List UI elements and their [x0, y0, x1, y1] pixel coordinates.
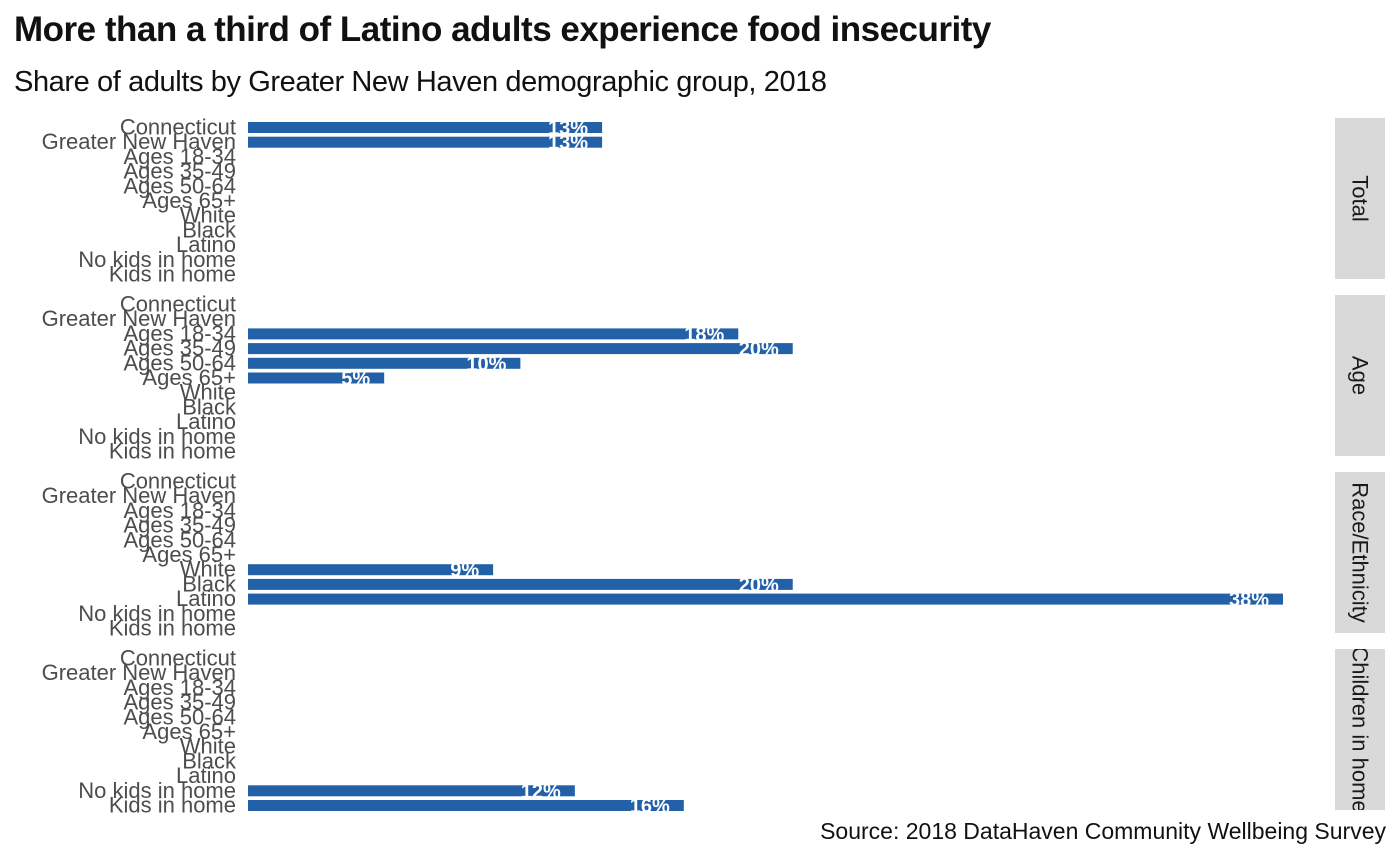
bar — [248, 343, 793, 355]
facet-strip-label: Age — [1348, 356, 1373, 395]
bar-value-label: 5% — [341, 368, 370, 390]
category-tick-label: Ages 50-64 — [123, 173, 236, 198]
category-tick-label: White — [180, 203, 236, 228]
facet-strip-label: Race/Ethnicity — [1348, 482, 1373, 623]
category-tick-label: Ages 50-64 — [123, 527, 236, 552]
category-tick-label: No kids in home — [78, 247, 236, 272]
facet-strip — [1335, 295, 1385, 456]
category-tick-label: Connecticut — [120, 115, 236, 140]
category-tick-label: Black — [182, 571, 237, 596]
bar — [248, 593, 1283, 605]
bar-value-label: 38% — [1229, 589, 1269, 611]
category-tick-label: Ages 65+ — [142, 719, 236, 744]
category-tick-label: Greater New Haven — [42, 306, 236, 331]
category-tick-label: Ages 35-49 — [123, 336, 236, 361]
category-tick-label: Greater New Haven — [42, 660, 236, 685]
category-tick-label: White — [180, 380, 236, 405]
category-tick-label: Black — [182, 394, 237, 419]
bar-value-label: 13% — [548, 132, 588, 154]
category-tick-label: Greater New Haven — [42, 129, 236, 154]
category-tick-label: Ages 18-34 — [123, 675, 236, 700]
facet-strip — [1335, 472, 1385, 633]
bar — [248, 564, 494, 576]
category-tick-label: No kids in home — [78, 601, 236, 626]
category-tick-label: Connecticut — [120, 469, 236, 494]
bar-value-label: 13% — [548, 118, 588, 140]
bar — [248, 357, 521, 369]
bar-value-label: 20% — [739, 574, 779, 596]
facet-strip-label: Total — [1348, 175, 1373, 221]
chart-subtitle: Share of adults by Greater New Haven dem… — [14, 66, 827, 98]
category-tick-label: Kids in home — [109, 262, 236, 287]
facet-strip-label: Children in home — [1348, 646, 1373, 812]
category-tick-label: Ages 35-49 — [123, 513, 236, 538]
category-tick-label: No kids in home — [78, 424, 236, 449]
bar-value-label: 9% — [450, 560, 479, 582]
category-tick-label: Latino — [176, 763, 236, 788]
category-tick-label: Latino — [176, 232, 236, 257]
category-tick-label: Black — [182, 217, 237, 242]
category-tick-label: Latino — [176, 586, 236, 611]
bar — [248, 328, 739, 340]
category-tick-label: Ages 18-34 — [123, 321, 236, 346]
bar — [248, 578, 793, 590]
bar-value-label: 12% — [521, 781, 561, 803]
category-tick-label: Ages 65+ — [142, 542, 236, 567]
category-tick-label: Ages 35-49 — [123, 690, 236, 715]
bar-value-label: 20% — [739, 339, 779, 361]
bar-value-label: 16% — [630, 796, 670, 818]
category-tick-label: Ages 50-64 — [123, 704, 236, 729]
category-tick-label: Ages 65+ — [142, 188, 236, 213]
category-tick-label: Ages 18-34 — [123, 144, 236, 169]
bar — [248, 800, 684, 811]
bar — [248, 785, 575, 797]
category-tick-label: Latino — [176, 409, 236, 434]
bar — [248, 122, 603, 133]
facet-strip — [1335, 118, 1385, 279]
category-tick-label: Kids in home — [109, 793, 236, 818]
category-tick-label: Black — [182, 748, 237, 773]
category-tick-label: White — [180, 734, 236, 759]
bar — [248, 136, 603, 148]
chart-caption: Source: 2018 DataHaven Community Wellbei… — [820, 818, 1386, 844]
facet-strip — [1335, 649, 1385, 810]
category-tick-label: Kids in home — [109, 439, 236, 464]
category-tick-label: Connecticut — [120, 292, 236, 317]
category-tick-label: Ages 50-64 — [123, 350, 236, 375]
category-tick-label: Ages 18-34 — [123, 498, 236, 523]
category-tick-label: Greater New Haven — [42, 483, 236, 508]
category-tick-label: Connecticut — [120, 646, 236, 671]
bar — [248, 372, 385, 384]
bar-value-label: 18% — [684, 324, 724, 346]
bar-value-label: 10% — [466, 353, 506, 375]
category-tick-label: No kids in home — [78, 778, 236, 803]
category-tick-label: Ages 35-49 — [123, 159, 236, 184]
category-tick-label: Ages 65+ — [142, 365, 236, 390]
category-tick-label: White — [180, 557, 236, 582]
chart-title: More than a third of Latino adults exper… — [14, 10, 991, 49]
category-tick-label: Kids in home — [109, 616, 236, 641]
